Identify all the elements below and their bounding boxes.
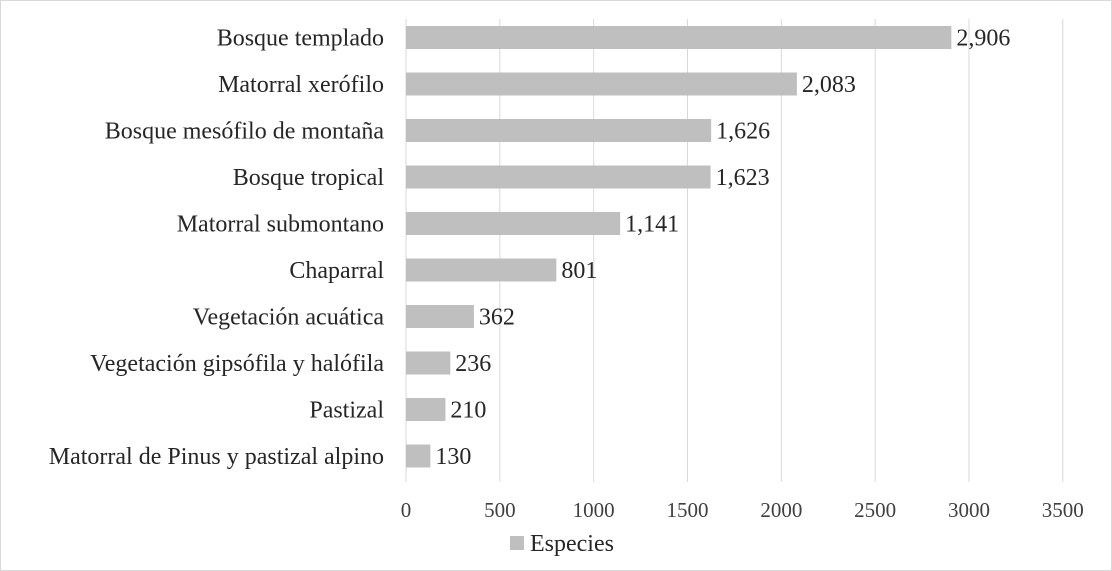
bar-bosque-mesofilo-de-montana (406, 119, 712, 142)
gridlines (405, 19, 1064, 482)
x-tick-label-0: 0 (401, 498, 412, 522)
bar-vegetacion-acuatica (406, 305, 474, 328)
value-label-vegetacion-acuatica: 362 (479, 305, 515, 331)
category-label-chaparral: Chaparral (289, 258, 384, 284)
bar-vegetacion-gipsofila-y-halofila (406, 351, 451, 375)
value-label-bosque-mesofilo-de-montana: 1,626 (716, 119, 770, 145)
category-label-pastizal: Pastizal (309, 398, 384, 424)
x-tick-label-2000: 2000 (760, 498, 802, 522)
category-label-matorral-xerofilo: Matorral xerófilo (218, 72, 384, 98)
category-label-matorral-de-pinus-y-pastizal-alpino: Matorral de Pinus y pastizal alpino (49, 444, 384, 470)
value-label-vegetacion-gipsofila-y-halofila: 236 (455, 351, 491, 377)
category-label-vegetacion-acuatica: Vegetación acuática (193, 305, 385, 331)
bars (406, 26, 952, 468)
bar-matorral-submontano (406, 212, 621, 235)
legend-label-especies: Especies (530, 531, 614, 557)
bar-matorral-xerofilo (406, 72, 797, 96)
value-label-bosque-templado: 2,906 (956, 26, 1010, 52)
bar-bosque-templado (406, 26, 952, 49)
value-labels: 2,906 2,083 1,626 1,623 1,141 801 362 236 210 130 (435, 26, 1010, 471)
value-label-pastizal: 210 (450, 398, 486, 424)
bar-pastizal (406, 398, 446, 421)
legend: Especies (510, 531, 614, 557)
legend-swatch (510, 536, 524, 550)
x-tick-label-3000: 3000 (948, 498, 990, 522)
x-axis-ticks: 0 500 1000 1500 2000 2500 3000 3500 (401, 498, 1084, 522)
category-labels: Bosque templado Matorral xerófilo Bosque m… (49, 26, 385, 471)
value-label-matorral-submontano: 1,141 (625, 212, 679, 238)
value-label-bosque-tropical: 1,623 (716, 165, 770, 191)
category-label-matorral-submontano: Matorral submontano (177, 212, 384, 238)
x-tick-label-500: 500 (484, 498, 516, 522)
category-label-bosque-mesofilo-de-montana: Bosque mesófilo de montaña (105, 119, 385, 145)
bar-matorral-de-pinus-y-pastizal-alpino (406, 444, 431, 468)
value-label-chaparral: 801 (561, 258, 597, 284)
value-label-matorral-xerofilo: 2,083 (802, 72, 856, 98)
x-tick-label-1500: 1500 (666, 498, 708, 522)
category-label-bosque-tropical: Bosque tropical (233, 165, 385, 191)
x-tick-label-2500: 2500 (854, 498, 896, 522)
category-label-bosque-templado: Bosque templado (217, 26, 384, 52)
value-label-matorral-de-pinus-y-pastizal-alpino: 130 (435, 444, 471, 470)
bar-bosque-tropical (406, 165, 711, 189)
bar-chaparral (406, 258, 557, 282)
category-label-vegetacion-gipsofila-y-halofila: Vegetación gipsófila y halófila (90, 351, 384, 377)
x-tick-label-1000: 1000 (573, 498, 615, 522)
x-tick-label-3500: 3500 (1042, 498, 1084, 522)
